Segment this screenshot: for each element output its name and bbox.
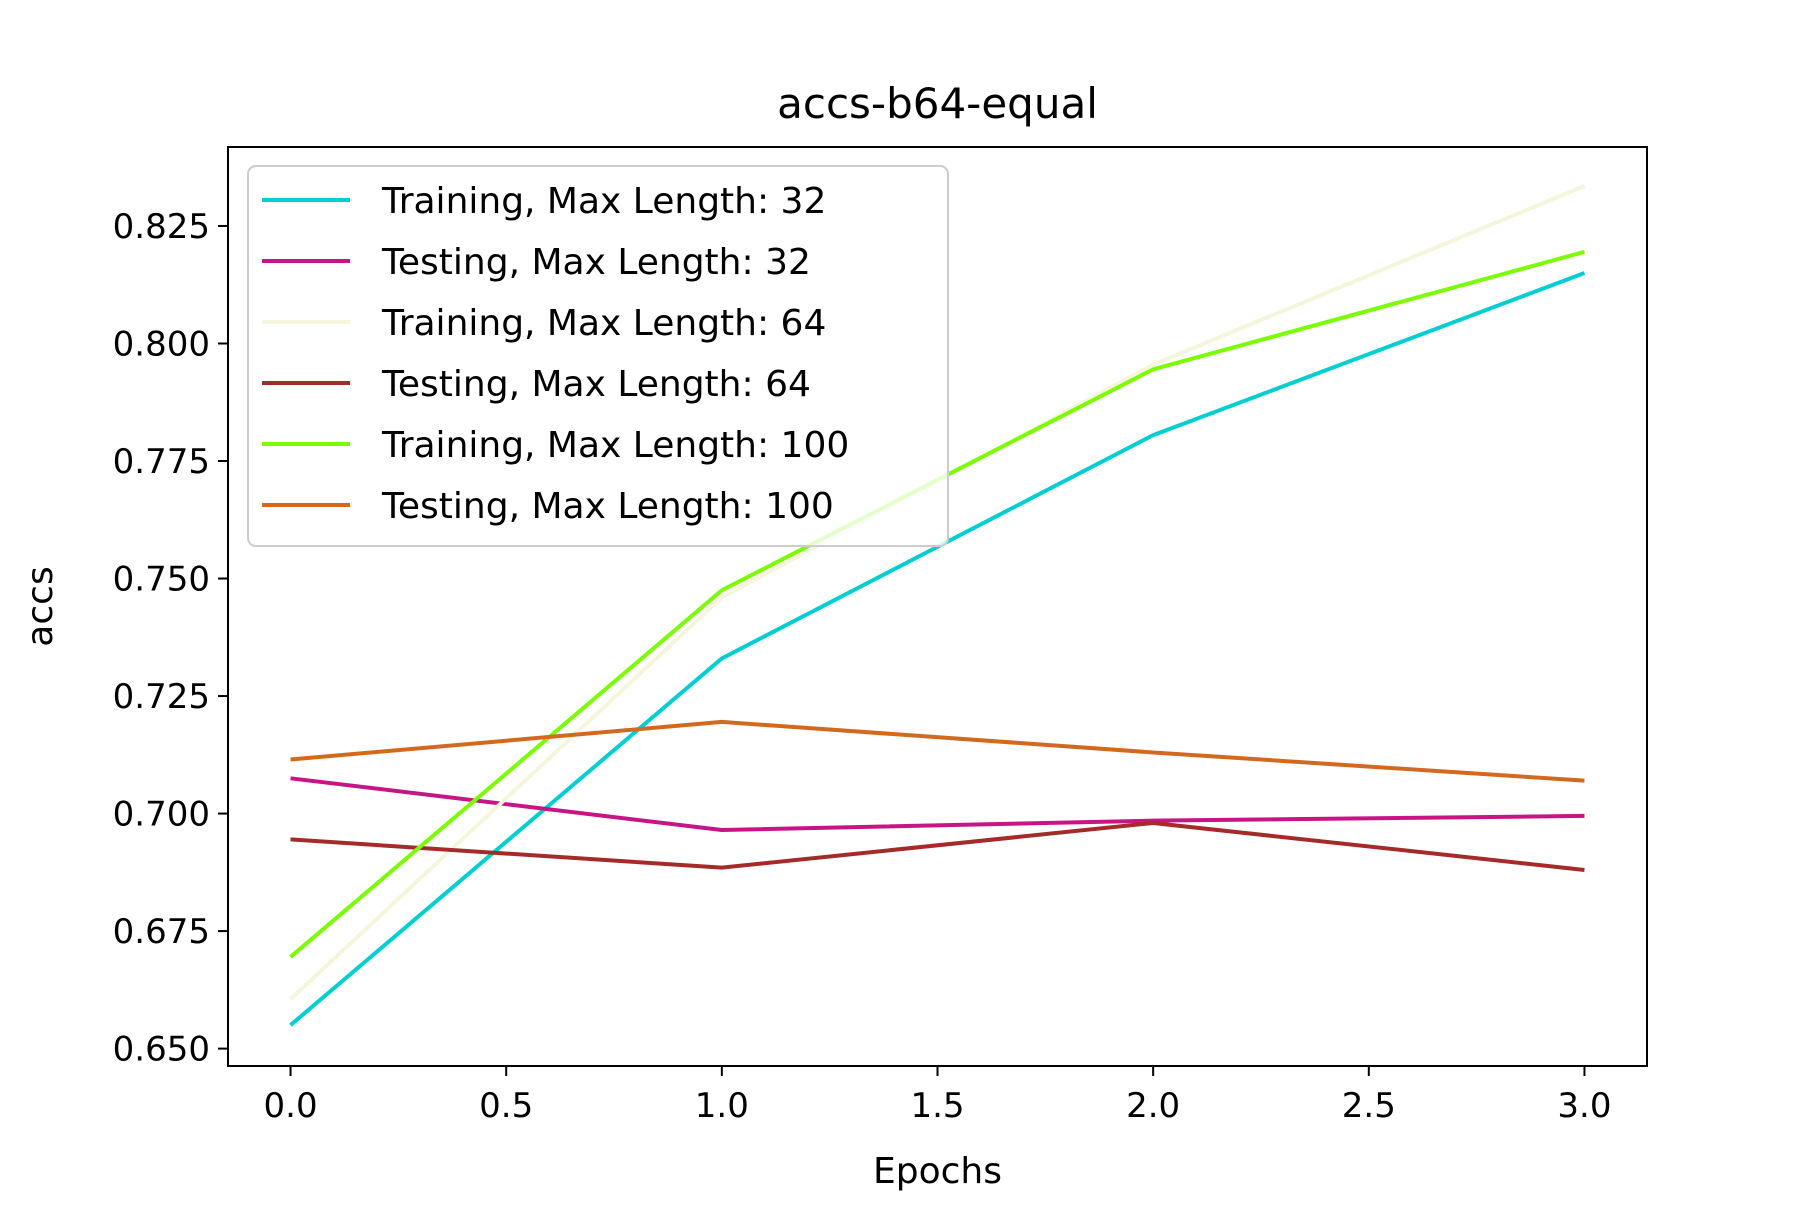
legend-entry-label: Testing, Max Length: 64 [381,364,811,405]
series-line [290,776,1585,833]
legend-entry-label: Training, Max Length: 32 [381,181,826,222]
y-tick-label: 0.825 [113,207,210,247]
series-line [290,719,1585,783]
legend-entry-label: Testing, Max Length: 100 [381,486,834,527]
x-tick-label: 2.0 [1126,1086,1180,1126]
axis-ticks: 0.0 0.5 1.0 1.5 2.0 2.5 3.0 0.650 0.675 0.700 0.72… [113,207,1612,1126]
legend-entry-label: Training, Max Length: 64 [381,303,826,344]
x-tick-label: 0.5 [479,1086,533,1126]
y-tick-label: 0.725 [113,677,210,717]
y-tick-label: 0.775 [113,442,210,482]
x-tick-label: 1.0 [695,1086,749,1126]
y-tick-label: 0.700 [113,795,210,835]
y-tick-label: 0.650 [113,1030,210,1070]
series-line [290,820,1585,872]
legend-entry-label: Testing, Max Length: 32 [381,242,811,283]
legend: Training, Max Length: 32 Testing, Max Len… [247,165,949,547]
y-tick-label: 0.800 [113,324,210,364]
plot-frame [227,146,1648,1067]
x-tick-label: 3.0 [1557,1086,1611,1126]
x-tick-label: 2.5 [1342,1086,1396,1126]
legend-entry-label: Training, Max Length: 100 [381,425,849,466]
x-tick-label: 1.5 [910,1086,964,1126]
y-tick-label: 0.675 [113,912,210,952]
y-axis-label: accs [20,566,61,646]
legend-box [247,165,949,547]
y-tick-label: 0.750 [113,560,210,600]
chart-title: accs-b64-equal [777,79,1098,128]
x-tick-label: 0.0 [264,1086,318,1126]
x-axis-label: Epochs [873,1151,1002,1192]
